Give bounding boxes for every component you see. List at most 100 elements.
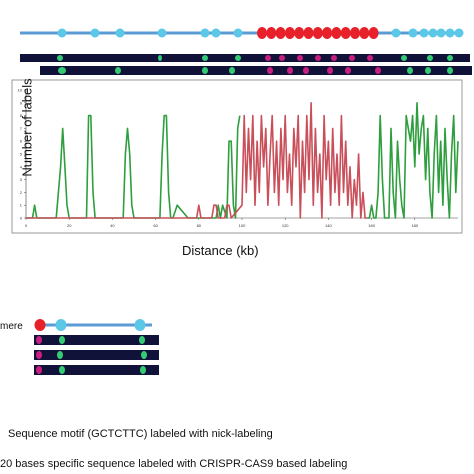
image-strip-2 bbox=[40, 66, 472, 75]
fluorescent-spot bbox=[345, 67, 351, 74]
image-strip-1 bbox=[20, 54, 470, 62]
x-tick-label: 0 bbox=[25, 223, 28, 228]
series-line-2 bbox=[26, 102, 368, 219]
label-count-chart: 0 20 40 60 80 100 120 140 160 180 0 1 2 3 4 5 6 7 8 9 10 bbox=[11, 79, 463, 234]
nick-label-dot bbox=[200, 28, 210, 38]
nick-label-dot bbox=[445, 28, 455, 38]
y-axis-title: Number of labels bbox=[19, 78, 35, 177]
fluorescent-spot bbox=[427, 55, 433, 61]
x-tick-label: 180 bbox=[411, 223, 418, 228]
y-tick-label: 6 bbox=[20, 139, 23, 144]
fluorescent-spot bbox=[57, 55, 63, 61]
fluorescent-spot bbox=[265, 55, 271, 61]
nick-label-dot bbox=[57, 28, 67, 38]
fluorescent-spot bbox=[140, 366, 146, 374]
nick-label-dot bbox=[391, 28, 401, 38]
fluorescent-spot bbox=[401, 55, 407, 61]
y-tick-label: 9 bbox=[20, 100, 23, 105]
fluorescent-spot bbox=[375, 67, 381, 74]
telomere-strip-1 bbox=[34, 335, 159, 345]
fluorescent-spot bbox=[59, 336, 65, 344]
axis-ticks: 0 20 40 60 80 100 120 140 160 180 0 1 2 3 4 5 6 7 8 9 10 bbox=[18, 88, 419, 229]
crispr-label-dot bbox=[284, 27, 295, 39]
telomere-strip-3 bbox=[34, 365, 159, 375]
fluorescent-spot bbox=[141, 351, 147, 359]
crispr-label-dot bbox=[294, 27, 305, 39]
fluorescent-spot bbox=[297, 55, 303, 61]
top-molecule-images bbox=[20, 54, 472, 75]
x-tick-label: 120 bbox=[282, 223, 289, 228]
y-tick-label: 7 bbox=[20, 126, 23, 131]
fluorescent-spot bbox=[331, 55, 337, 61]
chart-series bbox=[26, 102, 459, 219]
x-tick-label: 160 bbox=[368, 223, 375, 228]
crispr-label-dot bbox=[340, 27, 351, 39]
legend-crispr-labeling: 20 bases specific sequence labeled with … bbox=[0, 458, 348, 470]
fluorescent-spot bbox=[58, 67, 66, 74]
fluorescent-spot bbox=[229, 67, 235, 74]
fluorescent-spot bbox=[349, 55, 355, 61]
y-tick-label: 0 bbox=[20, 216, 23, 221]
crispr-label-dot bbox=[331, 27, 342, 39]
fluorescent-spot bbox=[57, 351, 63, 359]
fluorescent-spot bbox=[279, 55, 285, 61]
top-label-track bbox=[20, 27, 464, 39]
x-tick-label: 20 bbox=[67, 223, 72, 228]
fluorescent-spot bbox=[315, 55, 321, 61]
y-tick-label: 3 bbox=[20, 177, 23, 182]
nick-label-dot bbox=[436, 28, 446, 38]
crispr-label-dot bbox=[368, 27, 379, 39]
nick-label-dot bbox=[157, 28, 167, 38]
fluorescent-spot bbox=[303, 67, 309, 74]
nick-label-dot bbox=[90, 28, 100, 38]
crispr-label-dot bbox=[359, 27, 370, 39]
x-tick-label: 80 bbox=[197, 223, 202, 228]
crispr-label-dot bbox=[275, 27, 286, 39]
crispr-label-dot bbox=[266, 27, 277, 39]
nick-label-dot bbox=[55, 319, 67, 331]
fluorescent-spot bbox=[447, 67, 453, 74]
x-tick-label: 40 bbox=[110, 223, 115, 228]
telomere-label-track bbox=[34, 319, 152, 331]
crispr-label-dot bbox=[312, 27, 323, 39]
fluorescent-spot bbox=[36, 336, 42, 344]
y-tick-label: 5 bbox=[20, 152, 23, 157]
nick-label-dot bbox=[428, 28, 438, 38]
fluorescent-spot bbox=[139, 336, 145, 344]
x-axis-title: Distance (kb) bbox=[182, 243, 259, 258]
y-tick-label: 8 bbox=[20, 113, 23, 118]
y-tick-label: 2 bbox=[20, 190, 23, 195]
fluorescent-spot bbox=[407, 67, 413, 74]
fluorescent-spot bbox=[202, 55, 208, 61]
fluorescent-spot bbox=[115, 67, 121, 74]
nick-label-dot bbox=[408, 28, 418, 38]
nick-label-dot bbox=[115, 28, 125, 38]
y-tick-label: 4 bbox=[20, 164, 23, 169]
fluorescent-spot bbox=[59, 366, 65, 374]
crispr-label-dot bbox=[303, 27, 314, 39]
fluorescent-spot bbox=[327, 67, 333, 74]
nick-label-dot bbox=[419, 28, 429, 38]
crispr-label-dot bbox=[350, 27, 360, 39]
crispr-label-dot bbox=[257, 27, 267, 39]
fluorescent-spot bbox=[36, 351, 42, 359]
fluorescent-spot bbox=[367, 55, 373, 61]
nick-label-dot bbox=[211, 28, 221, 38]
y-tick-label: 1 bbox=[20, 203, 23, 208]
telomere-strip-2 bbox=[34, 350, 159, 360]
fluorescent-spot bbox=[235, 55, 241, 61]
telomere-label: mere bbox=[0, 321, 23, 332]
fluorescent-spot bbox=[287, 67, 293, 74]
x-tick-label: 140 bbox=[325, 223, 332, 228]
x-tick-label: 60 bbox=[153, 223, 158, 228]
fluorescent-spot bbox=[447, 55, 453, 61]
telomere-molecule-images bbox=[34, 335, 159, 375]
x-tick-label: 100 bbox=[239, 223, 246, 228]
nick-label-dot bbox=[233, 28, 243, 38]
fluorescent-spot bbox=[202, 67, 208, 74]
fluorescent-spot bbox=[425, 67, 431, 74]
crispr-label-dot bbox=[322, 27, 333, 39]
y-tick-label: 10 bbox=[18, 88, 23, 93]
fluorescent-spot bbox=[158, 55, 162, 61]
